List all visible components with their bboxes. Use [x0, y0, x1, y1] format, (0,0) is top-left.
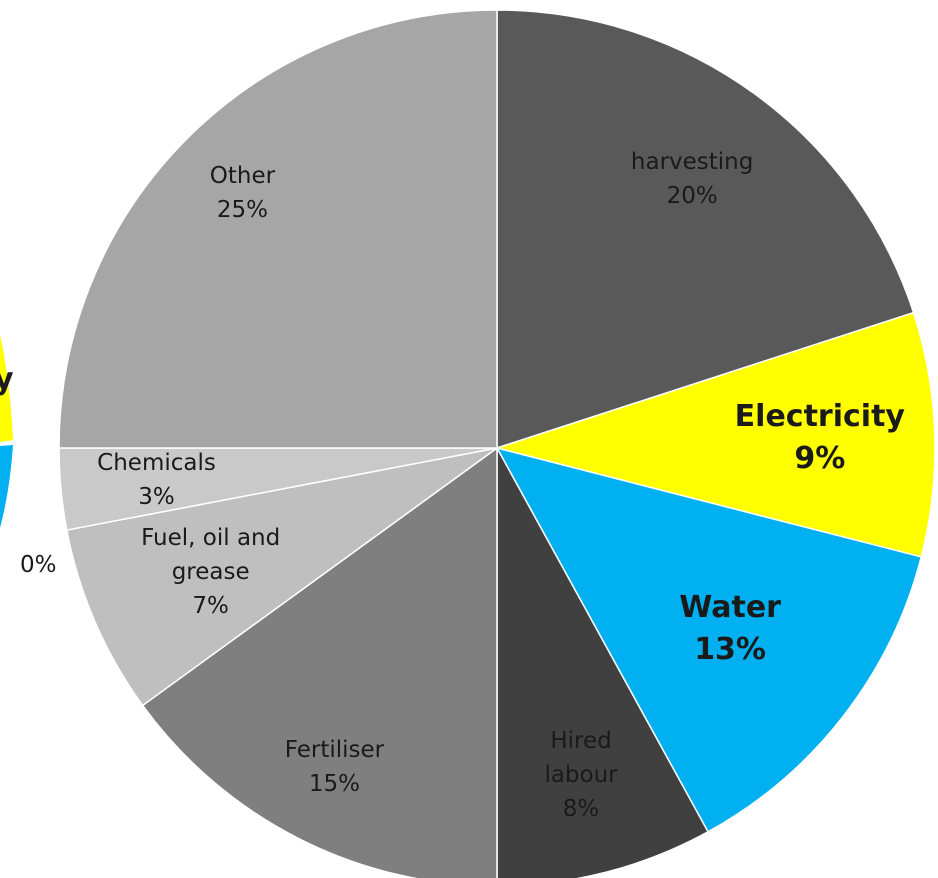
- slice-label: Chemicals 3%: [47, 446, 267, 514]
- category-label: harvesting: [630, 149, 754, 176]
- value-label: 7%: [192, 592, 229, 619]
- slice-label: Other 25%: [132, 159, 352, 227]
- pie-slice: [496, 447, 710, 878]
- value-label: 13%: [694, 631, 766, 667]
- value-label: 15%: [308, 770, 361, 797]
- value-label: 3%: [138, 484, 175, 511]
- pie-slice: [494, 311, 936, 558]
- category-label: Fertiliser: [284, 736, 385, 763]
- category-label: Other: [209, 163, 276, 190]
- category-label: Chemicals: [97, 450, 216, 477]
- fragment-label: 0%: [20, 552, 57, 578]
- pie-slice-fragment: [0, 335, 13, 442]
- category-label: Hired labour: [544, 728, 618, 789]
- slice-label: harvesting 20%: [582, 145, 802, 213]
- pie-slice: [58, 9, 498, 449]
- value-label: 25%: [216, 197, 268, 224]
- pie-slice-fragment: [0, 445, 13, 528]
- pie-slice: [65, 447, 498, 707]
- value-label: 20%: [666, 183, 718, 210]
- pie-slice: [495, 446, 923, 833]
- slice-label: Electricity 9%: [710, 396, 930, 480]
- category-label: Electricity: [734, 398, 905, 434]
- slice-label: Hired labour 8%: [526, 724, 636, 826]
- fragment-label: y: [0, 362, 14, 397]
- category-label: Fuel, oil and grease: [141, 524, 281, 585]
- pie-slice: [496, 9, 915, 450]
- category-label: Water: [679, 589, 781, 625]
- slice-label: Fuel, oil and grease 7%: [111, 521, 311, 623]
- value-label: 9%: [794, 440, 846, 476]
- slice-label: Water 13%: [620, 587, 840, 671]
- value-label: 8%: [562, 796, 600, 823]
- slice-label: Fertiliser 15%: [224, 733, 444, 801]
- pie-slice: [141, 446, 498, 878]
